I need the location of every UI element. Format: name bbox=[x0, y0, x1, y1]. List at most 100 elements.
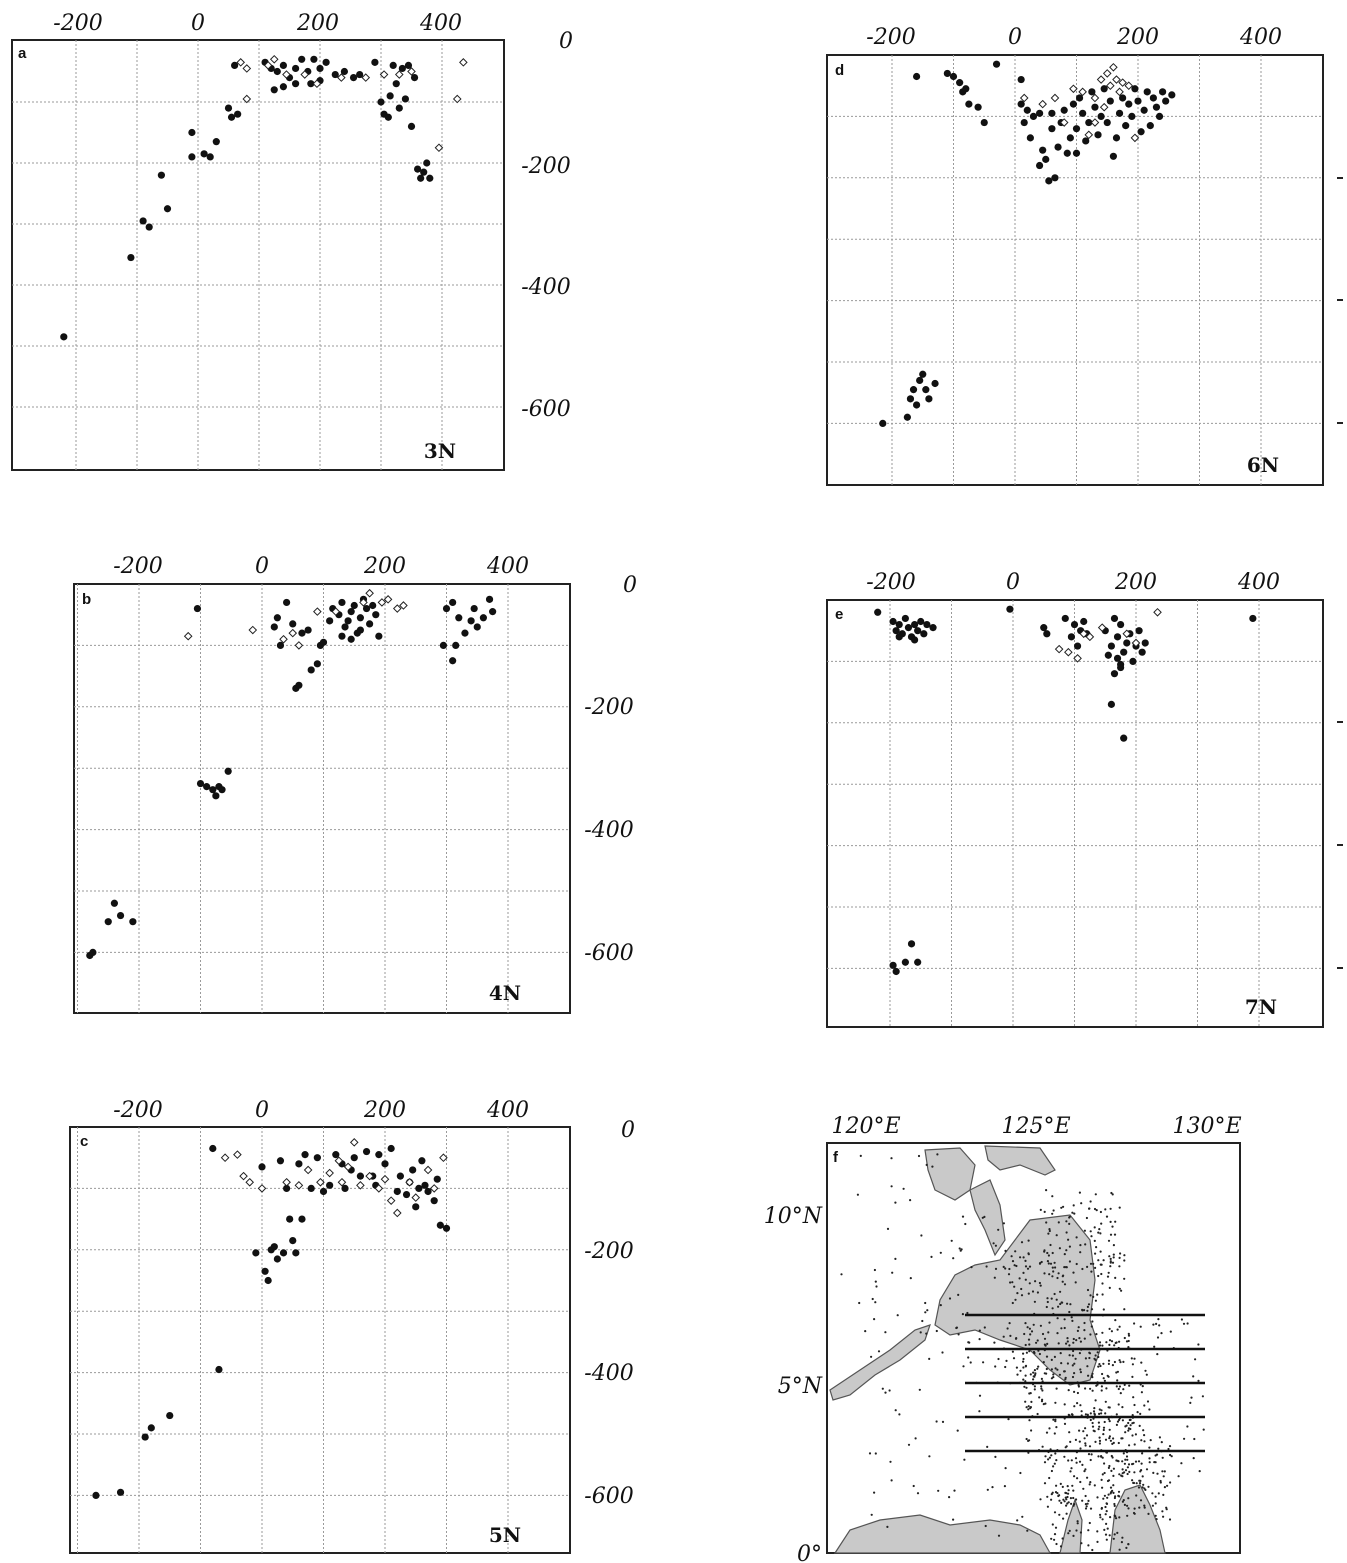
quake-dot bbox=[1084, 1243, 1087, 1246]
landmass-south bbox=[833, 1514, 1052, 1554]
quake-dot bbox=[1118, 1287, 1121, 1290]
event-point-filled bbox=[1006, 605, 1014, 613]
quake-dot bbox=[1131, 1363, 1134, 1366]
quake-dot bbox=[1020, 1287, 1023, 1291]
event-point-filled bbox=[1023, 106, 1031, 114]
quake-dot bbox=[1061, 1280, 1064, 1283]
event-point-filled bbox=[1155, 112, 1164, 120]
event-point-open bbox=[1050, 93, 1060, 103]
quake-dot bbox=[1056, 1276, 1059, 1280]
event-point-filled bbox=[1106, 97, 1114, 105]
event-point-filled bbox=[304, 626, 312, 634]
quake-dot bbox=[1129, 1427, 1132, 1431]
quake-dot bbox=[1067, 1492, 1070, 1495]
quake-dot bbox=[1050, 1454, 1053, 1457]
event-point-open bbox=[1130, 133, 1140, 143]
quake-dot bbox=[1072, 1204, 1075, 1207]
quake-dot bbox=[1117, 1387, 1120, 1391]
quake-dot bbox=[1111, 1442, 1114, 1445]
quake-dot bbox=[1056, 1317, 1059, 1320]
quake-dot bbox=[1051, 1195, 1054, 1198]
event-point-filled bbox=[889, 617, 897, 626]
quake-dot bbox=[1097, 1231, 1100, 1234]
quake-dot bbox=[1050, 1498, 1053, 1501]
quake-dot bbox=[1081, 1499, 1084, 1502]
event-point-open bbox=[245, 1177, 255, 1187]
event-point-filled bbox=[1138, 648, 1146, 656]
quake-dot bbox=[1100, 1385, 1103, 1388]
quake-dot bbox=[1117, 1441, 1120, 1445]
panel-a-y-tick: 0 bbox=[559, 29, 573, 54]
event-point-open bbox=[1122, 629, 1132, 639]
section-lines bbox=[965, 1313, 1205, 1453]
quake-dot bbox=[1088, 1351, 1091, 1354]
quake-dot bbox=[1071, 1211, 1074, 1214]
quake-dot bbox=[1109, 1257, 1112, 1260]
quake-dot bbox=[1077, 1326, 1080, 1329]
event-point-filled bbox=[1094, 131, 1102, 139]
quake-dot bbox=[1092, 1262, 1095, 1265]
quake-dot bbox=[1121, 1468, 1124, 1471]
quake-dot bbox=[1169, 1330, 1172, 1333]
quake-dot bbox=[1145, 1373, 1148, 1376]
event-point-filled bbox=[1146, 122, 1154, 130]
event-point-filled bbox=[398, 64, 406, 73]
quake-dot bbox=[881, 1387, 884, 1390]
quake-dot bbox=[1078, 1460, 1082, 1463]
panel-d: -200 0 200 400 d 6N bbox=[826, 25, 1343, 486]
event-point-filled bbox=[1128, 112, 1136, 120]
quake-dot bbox=[1158, 1324, 1161, 1327]
event-point-filled bbox=[1036, 161, 1044, 170]
quake-dot bbox=[1067, 1459, 1070, 1462]
quake-dot bbox=[1122, 1360, 1125, 1363]
quake-dot bbox=[870, 1513, 873, 1516]
panel-e-points bbox=[874, 605, 1257, 976]
event-point-open bbox=[233, 1150, 242, 1159]
quake-dot bbox=[1107, 1466, 1110, 1469]
event-point-filled bbox=[925, 395, 933, 403]
quake-dot bbox=[889, 1460, 892, 1463]
quake-dot bbox=[1113, 1344, 1116, 1347]
quake-dot bbox=[1034, 1373, 1037, 1376]
quake-dot bbox=[1106, 1275, 1110, 1278]
quake-dot bbox=[1011, 1301, 1014, 1305]
quake-dot bbox=[1047, 1331, 1050, 1334]
map-y-tick: 10°N bbox=[764, 1204, 823, 1229]
quake-dot bbox=[1141, 1475, 1144, 1478]
quake-dot bbox=[916, 1492, 920, 1495]
panel-c-frame bbox=[69, 1126, 571, 1554]
quake-dot bbox=[1019, 1471, 1022, 1475]
quake-dot bbox=[1103, 1462, 1106, 1465]
quake-dot bbox=[1140, 1439, 1143, 1442]
event-point-filled bbox=[1112, 134, 1121, 142]
quake-dot bbox=[1123, 1308, 1126, 1311]
quake-dot bbox=[1025, 1406, 1028, 1409]
quake-dot bbox=[1070, 1502, 1073, 1505]
quake-dot bbox=[1112, 1537, 1115, 1540]
quake-dot bbox=[1103, 1420, 1106, 1424]
quake-dot bbox=[1087, 1529, 1090, 1532]
event-point-filled bbox=[116, 911, 125, 920]
quake-dot bbox=[912, 1484, 915, 1488]
quake-dot bbox=[1113, 1502, 1116, 1506]
event-point-filled bbox=[949, 72, 958, 81]
quake-dot bbox=[1129, 1418, 1132, 1421]
quake-dot bbox=[1094, 1252, 1097, 1255]
quake-dot bbox=[1039, 1498, 1042, 1501]
event-point-open bbox=[334, 1156, 344, 1166]
quake-dot bbox=[1071, 1319, 1074, 1322]
event-point-filled bbox=[409, 1166, 417, 1174]
quake-dot bbox=[1148, 1457, 1151, 1460]
quake-dot bbox=[1084, 1444, 1087, 1447]
event-point-filled bbox=[1066, 134, 1074, 142]
quake-dot bbox=[1120, 1437, 1123, 1440]
quake-dot bbox=[1130, 1357, 1133, 1360]
quake-dot bbox=[1090, 1270, 1093, 1273]
quake-dot bbox=[1007, 1418, 1010, 1421]
panel-b-x-tick: -200 bbox=[113, 554, 162, 579]
event-point-filled bbox=[350, 601, 358, 610]
quake-dot bbox=[1097, 1355, 1100, 1359]
event-point-filled bbox=[371, 58, 379, 66]
quake-dot bbox=[950, 1239, 953, 1242]
quake-dot bbox=[1030, 1330, 1034, 1333]
